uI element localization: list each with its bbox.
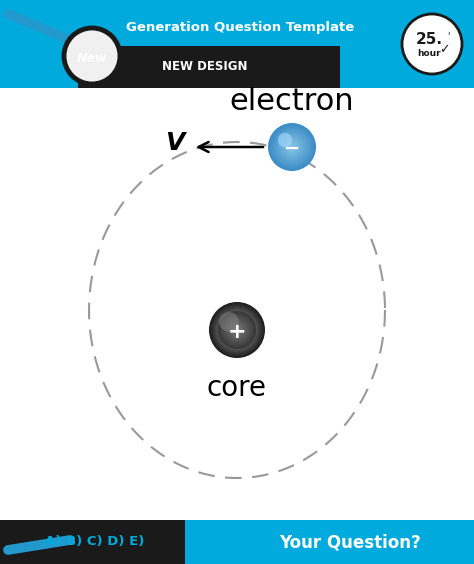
Circle shape (209, 302, 265, 358)
Circle shape (277, 131, 307, 162)
Circle shape (219, 312, 255, 348)
Text: NEW DESIGN: NEW DESIGN (162, 60, 248, 73)
Polygon shape (185, 520, 474, 564)
Polygon shape (0, 520, 230, 564)
Circle shape (219, 312, 239, 332)
Circle shape (230, 323, 244, 337)
Circle shape (227, 320, 247, 340)
Circle shape (287, 142, 297, 152)
Text: Generation Question Template: Generation Question Template (126, 21, 354, 34)
Circle shape (217, 310, 257, 350)
Circle shape (289, 144, 295, 150)
Circle shape (235, 328, 239, 332)
Circle shape (283, 138, 301, 156)
Circle shape (221, 314, 253, 346)
Circle shape (273, 128, 311, 166)
Circle shape (228, 321, 246, 339)
Polygon shape (0, 0, 474, 88)
Circle shape (220, 313, 254, 347)
Circle shape (276, 131, 308, 164)
Circle shape (225, 318, 249, 342)
Circle shape (274, 129, 310, 165)
Circle shape (290, 145, 294, 149)
Polygon shape (78, 46, 340, 88)
Circle shape (231, 324, 243, 336)
Circle shape (229, 322, 245, 338)
Circle shape (215, 307, 259, 352)
Circle shape (278, 133, 292, 147)
Circle shape (288, 143, 296, 151)
Circle shape (236, 329, 238, 331)
Circle shape (402, 14, 462, 74)
Circle shape (270, 125, 314, 169)
Circle shape (210, 303, 264, 357)
Circle shape (212, 305, 262, 355)
Text: 25.: 25. (416, 32, 443, 46)
Polygon shape (0, 0, 60, 88)
Text: V: V (165, 131, 185, 155)
Circle shape (234, 327, 240, 333)
Circle shape (233, 325, 241, 334)
Circle shape (216, 309, 258, 351)
Circle shape (283, 138, 301, 157)
Circle shape (278, 133, 306, 161)
Circle shape (222, 315, 252, 345)
Circle shape (280, 135, 304, 160)
Text: Your Question?: Your Question? (279, 533, 421, 551)
Text: ✓: ✓ (439, 43, 449, 56)
Circle shape (284, 139, 300, 155)
Circle shape (281, 135, 303, 158)
Circle shape (218, 311, 256, 349)
Circle shape (268, 123, 316, 171)
Circle shape (64, 28, 120, 84)
Circle shape (226, 319, 248, 341)
Circle shape (213, 306, 261, 354)
Circle shape (286, 141, 298, 153)
Text: +: + (228, 322, 246, 342)
Text: ': ' (447, 31, 449, 41)
Text: −: − (284, 139, 300, 157)
Circle shape (211, 304, 263, 356)
Text: core: core (207, 374, 267, 402)
Circle shape (282, 136, 302, 157)
Circle shape (279, 134, 305, 160)
Circle shape (224, 316, 250, 343)
Text: New: New (77, 51, 107, 64)
Circle shape (272, 127, 312, 167)
Text: A) B) C) D) E): A) B) C) D) E) (46, 535, 145, 549)
Circle shape (269, 124, 315, 170)
Circle shape (271, 126, 313, 168)
Circle shape (291, 146, 293, 148)
Circle shape (285, 140, 299, 154)
Text: hour: hour (417, 50, 441, 59)
Text: electron: electron (230, 86, 354, 116)
Circle shape (275, 130, 309, 164)
